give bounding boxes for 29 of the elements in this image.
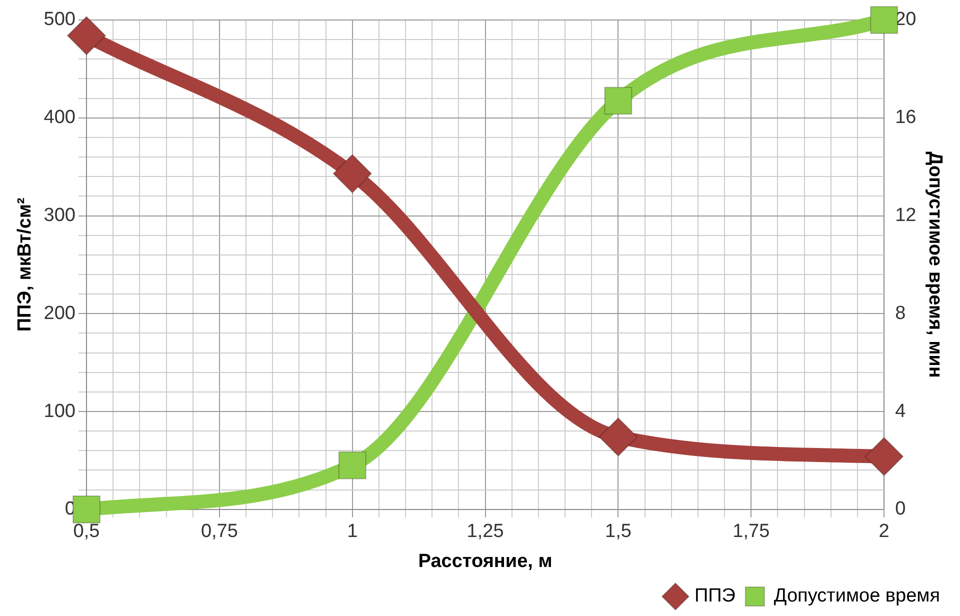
point: [332, 154, 372, 194]
y2-tick-label: 4: [895, 400, 906, 422]
point: [338, 451, 366, 480]
x-axis-title: Расстояние, м: [418, 550, 552, 572]
y2-axis-title: Допустимое время, мин: [924, 152, 946, 378]
x-tick-label: 0,75: [200, 521, 238, 542]
x-tick-label: 1: [347, 521, 358, 542]
x-tick-label: 2: [878, 521, 890, 542]
legend-label: Допустимое время: [774, 586, 940, 607]
point: [598, 417, 638, 456]
point: [604, 86, 632, 115]
x-tick-label: 1,25: [466, 521, 504, 542]
x-tick-label: 1,5: [605, 521, 632, 542]
y-tick-label: 100: [44, 400, 76, 422]
point: [72, 495, 100, 524]
y-axis-title: ППЭ, мкВт/см²: [14, 198, 36, 332]
point: [870, 6, 898, 34]
y2-tick-label: 0: [895, 498, 906, 520]
x-tick-label: 1,75: [732, 521, 770, 542]
y-tick-label: 300: [44, 204, 76, 226]
y-tick-label: 500: [44, 9, 76, 30]
point: [864, 437, 904, 476]
y-tick-label: 400: [44, 107, 76, 128]
y-tick-label: 200: [44, 302, 76, 324]
x-tick-label: 0,5: [73, 521, 100, 542]
y2-tick-label: 16: [895, 107, 916, 128]
legend-label: ППЭ: [694, 586, 736, 607]
y2-tick-label: 12: [895, 204, 916, 226]
y2-tick-label: 8: [895, 302, 906, 324]
